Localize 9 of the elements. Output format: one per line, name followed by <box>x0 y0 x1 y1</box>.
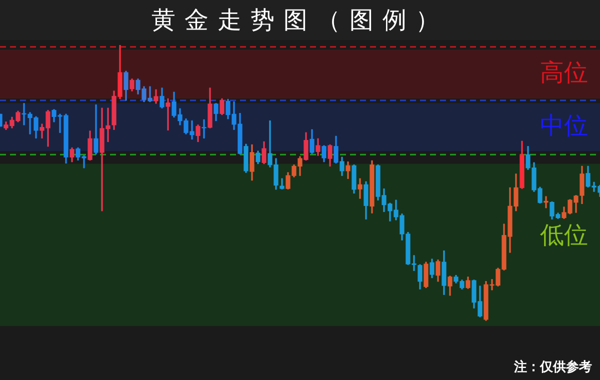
text: 注：仅供参考 <box>514 358 592 376</box>
candlestick <box>544 196 548 208</box>
band-label: 高位 <box>540 58 588 86</box>
candlestick <box>202 119 206 138</box>
candlestick <box>166 98 170 130</box>
chart-title: 黄金走势图（图例） <box>0 0 600 40</box>
band-label: 中位 <box>540 111 588 140</box>
candlestick <box>358 178 362 199</box>
band-label: 低位 <box>540 220 588 249</box>
